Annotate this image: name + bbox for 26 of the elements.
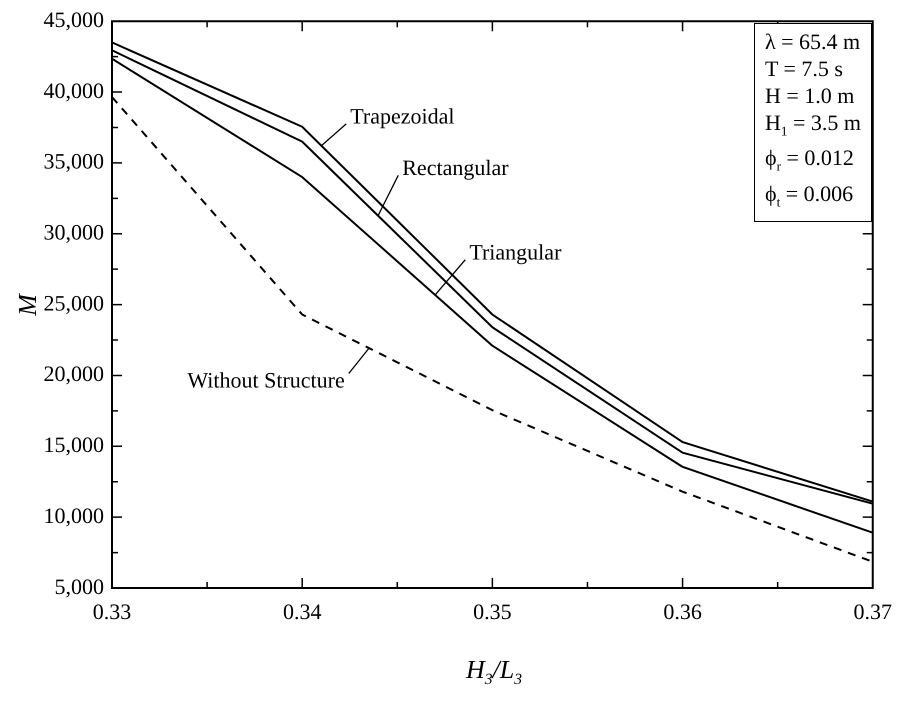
annotation: H$_{1}$ = 3.5 m — [764, 109, 861, 140]
y-tick-label: 40,000 — [44, 78, 104, 103]
annotation: ϕ$_{t}$ = 0.006 — [764, 180, 854, 212]
y-tick-label: 30,000 — [44, 220, 104, 245]
annotation: Without Structure — [187, 367, 345, 392]
annotation: Trapezoidal — [350, 104, 454, 129]
annotation: ϕ$_{r}$ = 0.012 — [764, 144, 855, 176]
y-tick-label: 25,000 — [44, 290, 104, 316]
y-tick-label: 15,000 — [44, 432, 104, 458]
x-tick-label: 0.34 — [282, 598, 322, 624]
x-axis-title: H$_{3}$/L$_{3}$ — [464, 655, 524, 690]
annotation: Triangular — [469, 239, 562, 264]
y-axis-title: M — [13, 292, 43, 318]
annotation: H = 1.0 m — [764, 82, 856, 109]
y-tick-label: 35,000 — [44, 148, 104, 174]
x-tick-label: 0.36 — [663, 598, 702, 624]
y-tick-label: 5,000 — [54, 574, 104, 599]
y-tick-label: 10,000 — [44, 502, 104, 528]
y-tick-label: 45,000 — [44, 6, 104, 32]
y-tick-label: 20,000 — [44, 361, 104, 386]
annotation: T = 7.5 s — [764, 55, 844, 82]
x-tick-label: 0.37 — [854, 598, 892, 624]
x-tick-label: 0.33 — [92, 598, 132, 624]
annotation: λ = 65.4 m — [764, 28, 861, 55]
x-tick-label: 0.35 — [473, 598, 512, 624]
annotation: Rectangular — [402, 155, 510, 180]
